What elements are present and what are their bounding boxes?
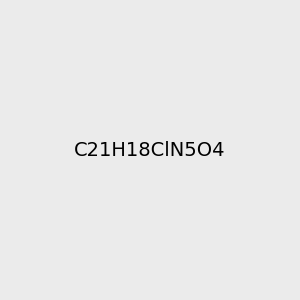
Text: C21H18ClN5O4: C21H18ClN5O4 (74, 140, 226, 160)
